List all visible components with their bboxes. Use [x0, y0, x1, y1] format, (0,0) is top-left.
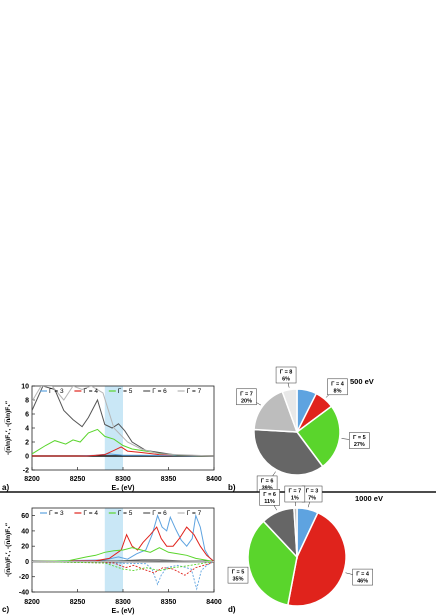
pie-label-pct: 1% — [291, 496, 299, 502]
pie-label-box — [236, 388, 257, 406]
pie-label-name: Γ = 4 — [356, 572, 370, 578]
pie-label-name: Γ = 4 — [331, 381, 345, 387]
pie-label-pct: 7% — [308, 496, 316, 502]
x-tick-label: 8250 — [70, 599, 86, 606]
y-tick-label: 2 — [25, 440, 29, 447]
legend-label: Γ = 3 — [49, 388, 64, 395]
legend-label: Γ = 7 — [187, 510, 202, 517]
y-axis-label: -(n̅/n)F₁′, -(n̅/n)F₁″ — [4, 401, 12, 455]
pie-label-name: Γ = 7 — [289, 489, 302, 495]
y-tick-label: 60 — [21, 513, 29, 520]
chart-d: 1000 eV Γ = 37% Γ = 446% Γ = 535% Γ = 611% Γ … — [227, 485, 383, 607]
pie-label-name: Γ = 8 — [280, 370, 293, 376]
pie-label-pct: 39% — [262, 485, 273, 491]
series-group — [32, 386, 214, 457]
pie-slice — [286, 511, 347, 607]
pie-label-name: Γ = 6 — [263, 492, 276, 498]
pie-label-box — [259, 489, 280, 506]
x-tick-label: 8350 — [161, 599, 177, 606]
pie-label-box — [284, 485, 306, 503]
dashed-series-line — [32, 561, 214, 576]
pie-label-pct: 35% — [232, 577, 243, 583]
x-tick-label: 8400 — [206, 476, 222, 483]
pie-slice — [247, 520, 298, 607]
pie-label-name: Γ = 5 — [232, 570, 245, 576]
x-tick-label: 8400 — [206, 599, 222, 606]
chart-a: -2 0 2 4 6 8 10 8200 8250 8300 8350 8400 E₀ (eV) -(n̅… — [4, 384, 222, 493]
pie-label-name: Γ = 6 — [261, 478, 274, 484]
pie-label-box — [227, 566, 249, 584]
pie-title: 500 eV — [350, 377, 374, 386]
legend-label: Γ = 3 — [49, 510, 64, 517]
y-tick-label: 8 — [25, 398, 29, 405]
pie-label-name: Γ = 5 — [353, 435, 366, 441]
legend-label: Γ = 5 — [118, 388, 133, 395]
pie-label-name: Γ = 7 — [240, 391, 253, 397]
y-tick-label: 20 — [21, 544, 29, 551]
dashed-series-line — [32, 561, 214, 572]
panel-label-b: b) — [228, 483, 236, 492]
chart-c: -40 -20 0 20 40 60 8200 8250 8300 8350 8400 E₀ (eV)… — [4, 507, 222, 615]
pie-slice — [281, 388, 298, 433]
y-tick-label: 6 — [25, 412, 29, 419]
legend-label: Γ = 4 — [83, 510, 98, 517]
series-line — [32, 547, 214, 562]
y-tick-label: -20 — [19, 574, 29, 581]
x-tick-label: 8200 — [24, 599, 40, 606]
pie-label-name: Γ = 3 — [306, 489, 319, 495]
x-tick-label: 8300 — [115, 476, 131, 483]
panel-label-d: d) — [228, 605, 236, 614]
legend-label: Γ = 7 — [187, 388, 202, 395]
pie-slice — [295, 405, 341, 468]
y-tick-label: -2 — [23, 468, 29, 475]
x-tick-label: 8200 — [24, 476, 40, 483]
pie-label-box — [349, 432, 370, 449]
series-line — [32, 446, 214, 457]
pie-slice — [293, 507, 298, 558]
y-tick-label: 0 — [25, 559, 29, 566]
pie-label-pct: 20% — [241, 398, 252, 404]
pie-label-pct: 6% — [282, 377, 290, 383]
x-axis-label: E₀ (eV) — [112, 608, 135, 615]
pie-label-box — [327, 378, 348, 396]
pie-slice — [253, 428, 324, 476]
y-tick-label: -40 — [19, 590, 29, 597]
legend-label: Γ = 6 — [152, 510, 167, 517]
pie-label-pct: 11% — [264, 499, 275, 505]
dashed-series-line — [32, 561, 214, 591]
pie-label-box — [275, 366, 297, 384]
pie-label-pct: 46% — [357, 579, 368, 585]
pie-label-pct: 27% — [354, 442, 365, 448]
y-axis-label: -(n̅/n)F₁′, -(n̅/n)F₁″ — [4, 523, 12, 577]
y-tick-label: 0 — [25, 454, 29, 461]
pie-label-pct: 8% — [334, 388, 342, 394]
series-group — [32, 513, 214, 591]
panel-label-a: a) — [2, 483, 9, 492]
x-tick-label: 8250 — [70, 476, 86, 483]
legend-label: Γ = 6 — [152, 388, 167, 395]
x-tick-label: 8300 — [115, 599, 131, 606]
legend-label: Γ = 5 — [118, 510, 133, 517]
x-tick-label: 8350 — [161, 476, 177, 483]
y-tick-label: 4 — [25, 426, 29, 433]
pie-slice — [253, 390, 299, 433]
pie-title: 1000 eV — [355, 494, 383, 503]
x-axis-label: E₀ (eV) — [112, 485, 135, 492]
y-tick-label: 10 — [21, 384, 29, 391]
chart-b: 500 eVΓ = 48%Γ = 527%Γ = 639%Γ = 720%Γ =… — [236, 366, 374, 493]
y-tick-label: 40 — [21, 528, 29, 535]
series-line — [32, 513, 214, 562]
series-line — [32, 386, 214, 457]
legend-label: Γ = 4 — [83, 388, 98, 395]
pie-label-box — [352, 568, 373, 586]
shaded-band — [104, 508, 123, 592]
panel-label-c: c) — [2, 605, 9, 614]
